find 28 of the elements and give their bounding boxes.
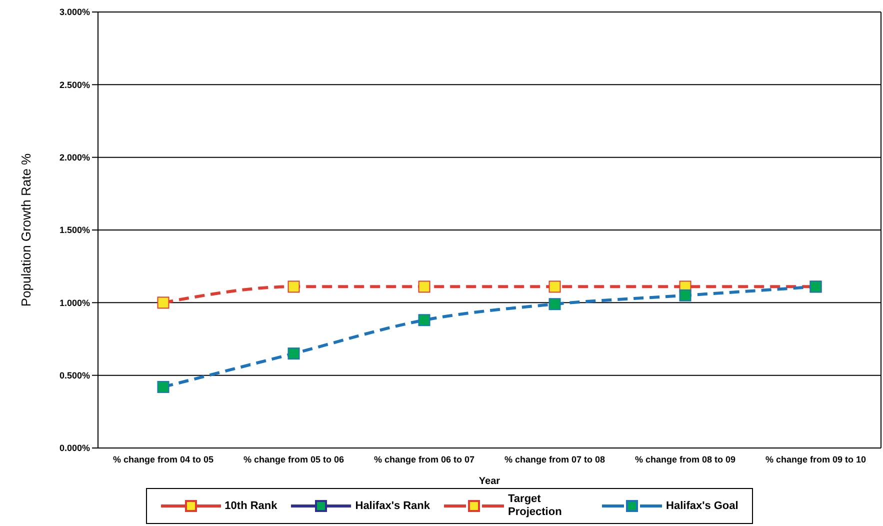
x-tick-label: % change from 07 to 08 <box>504 454 606 464</box>
point <box>679 289 692 302</box>
legend-label: 10th Rank <box>224 500 278 512</box>
y-tick-label: 1.500% <box>59 225 90 236</box>
y-tick-label: 0.500% <box>59 370 90 381</box>
x-tick-label: % change from 09 to 10 <box>765 454 866 464</box>
x-tick-label: % change from 06 to 07 <box>374 454 475 464</box>
x-tick-label: % change from 08 to 09 <box>634 454 736 464</box>
y-tick-label: 3.000% <box>59 7 90 18</box>
y-tick-label: 1.000% <box>59 298 90 308</box>
y-tick-label: 2.500% <box>59 80 90 90</box>
point <box>157 380 170 393</box>
y-tick-label: 0.000% <box>59 443 90 454</box>
point <box>548 298 561 310</box>
x-tick-label: % change from 05 to 06 <box>243 454 344 464</box>
point <box>418 280 430 293</box>
x-tick-label: % change from 04 to 05 <box>112 454 214 464</box>
point <box>548 280 561 293</box>
legend-label: Halifax's Goal <box>666 500 738 512</box>
legend-label: Target Projection <box>508 493 563 519</box>
point <box>157 296 170 309</box>
y-axis-title: Population Growth Rate % <box>18 152 34 307</box>
point <box>418 314 430 326</box>
x-axis-title: Year <box>478 476 500 487</box>
y-tick-label: 2.000% <box>59 152 90 163</box>
point <box>288 348 300 360</box>
point <box>288 280 300 293</box>
legend-label: Halifax's Rank <box>355 500 430 512</box>
